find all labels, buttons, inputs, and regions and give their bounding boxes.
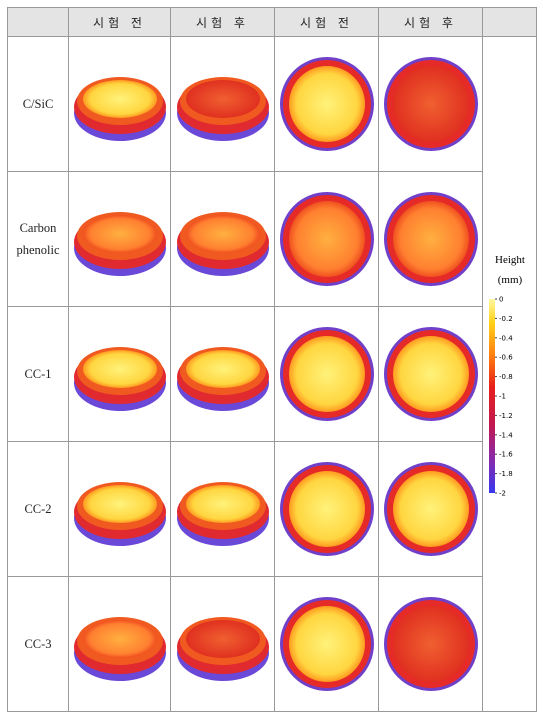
colorbar-tick-label: 0: [499, 296, 503, 304]
specimen-image: [73, 347, 166, 411]
disc-top: [392, 201, 469, 277]
disc-top: [82, 485, 157, 523]
disc-top: [82, 350, 157, 388]
specimen-image: [279, 462, 374, 556]
header-row: 시험 전 시험 후 시험 전 시험 후: [7, 7, 537, 37]
disc-top: [185, 485, 260, 523]
specimen-image: [383, 462, 478, 556]
disc-top: [288, 66, 365, 142]
image-cell: [274, 36, 379, 172]
colorbar-tick-label: -1: [499, 393, 506, 401]
specimen-image: [73, 617, 166, 681]
colorbar-tick-label: -0.8: [499, 373, 513, 381]
disc-top: [185, 215, 260, 253]
image-cell: [68, 36, 171, 172]
colorbar-tick-label: -1.4: [499, 431, 513, 439]
specimen-image: [279, 597, 374, 691]
disc-top: [392, 336, 469, 412]
colorbar-unit: (mm): [497, 274, 522, 286]
specimen-image: [383, 57, 478, 151]
table-row: CC-3: [7, 576, 537, 712]
disc-top: [185, 620, 260, 658]
image-cell: [378, 441, 483, 577]
colorbar-cell: Height (mm) 0 -0.2 -0.4 -0.6 -0.8 -1 -1.2 -1.4 -1.…: [482, 36, 537, 712]
image-cell: [68, 441, 171, 577]
disc-top: [82, 215, 157, 253]
colorbar-tick-label: -0.6: [499, 354, 513, 362]
image-cell: [170, 171, 275, 307]
specimen-image: [279, 57, 374, 151]
specimen-image: [383, 327, 478, 421]
colorbar-title: Height: [495, 254, 525, 266]
disc-top: [185, 80, 260, 118]
disc-top: [288, 471, 365, 547]
disc-top: [82, 620, 157, 658]
image-cell: [170, 306, 275, 442]
disc-top: [288, 201, 365, 277]
disc-top: [82, 80, 157, 118]
image-cell: [274, 171, 379, 307]
specimen-image: [279, 192, 374, 286]
row-label: C/SiC: [7, 36, 69, 172]
header-cell: 시험 전: [274, 7, 379, 37]
image-cell: [378, 306, 483, 442]
row-label: CC-2: [7, 441, 69, 577]
disc-top: [185, 350, 260, 388]
colorbar-tick-label: -0.4: [499, 334, 513, 342]
image-cell: [170, 441, 275, 577]
specimen-image: [176, 347, 269, 411]
table-row: Carbon phenolic: [7, 171, 537, 307]
specimen-image: [176, 77, 269, 141]
specimen-image: [176, 482, 269, 546]
image-cell: [378, 171, 483, 307]
row-label: CC-3: [7, 576, 69, 712]
image-cell: [274, 306, 379, 442]
colorbar-bar: [488, 299, 495, 493]
image-cell: [274, 576, 379, 712]
result-table: 시험 전 시험 후 시험 전 시험 후 C/SiC Height (mm) 0 -0.2 -0.…: [7, 7, 537, 712]
image-cell: [170, 576, 275, 712]
image-cell: [378, 576, 483, 712]
specimen-image: [73, 77, 166, 141]
colorbar-tick-label: -1.8: [499, 470, 513, 478]
image-cell: [274, 441, 379, 577]
specimen-image: [73, 482, 166, 546]
disc-top: [392, 606, 469, 682]
colorbar-tick-label: -0.2: [499, 315, 513, 323]
colorbar-tick-label: -2: [499, 490, 506, 498]
image-cell: [68, 576, 171, 712]
table-row: CC-1: [7, 306, 537, 442]
header-cell: 시험 후: [170, 7, 275, 37]
table-row: CC-2: [7, 441, 537, 577]
specimen-image: [383, 192, 478, 286]
table-body: C/SiC Height (mm) 0 -0.2 -0.4 -0.6 -0.8 -1 -1.2 -1…: [7, 36, 537, 712]
specimen-image: [383, 597, 478, 691]
disc-top: [392, 66, 469, 142]
specimen-image: [176, 212, 269, 276]
disc-top: [288, 606, 365, 682]
header-cell: 시험 후: [378, 7, 483, 37]
specimen-image: [279, 327, 374, 421]
disc-top: [392, 471, 469, 547]
colorbar-tick-label: -1.6: [499, 451, 513, 459]
header-cell: [482, 7, 537, 37]
table-row: C/SiC Height (mm) 0 -0.2 -0.4 -0.6 -0.8 -1 -1.2 -1…: [7, 36, 537, 712]
header-cell: 시험 전: [68, 7, 171, 37]
header-cell: [7, 7, 69, 37]
image-cell: [68, 171, 171, 307]
specimen-image: [176, 617, 269, 681]
specimen-image: [73, 212, 166, 276]
row-label: Carbon phenolic: [7, 171, 69, 307]
disc-top: [288, 336, 365, 412]
colorbar: Height (mm) 0 -0.2 -0.4 -0.6 -0.8 -1 -1.2 -1.4 -1.…: [488, 254, 525, 498]
colorbar-tick-label: -1.2: [499, 412, 513, 420]
row-label: CC-1: [7, 306, 69, 442]
image-cell: [170, 36, 275, 172]
image-cell: [378, 36, 483, 172]
image-cell: [68, 306, 171, 442]
